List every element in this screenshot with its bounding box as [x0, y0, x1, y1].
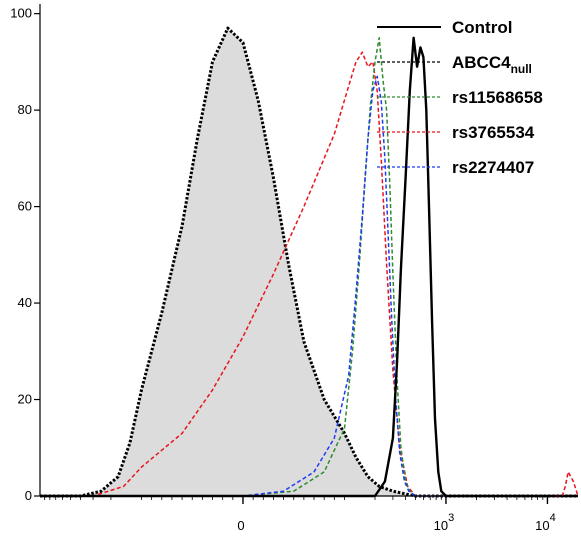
- series-line-rs2274407: [40, 75, 578, 497]
- x-tick-label-base: 10: [535, 518, 549, 533]
- legend-label: rs3765534: [452, 123, 535, 142]
- legend-label-text: Control: [452, 18, 512, 37]
- x-tick-label-exponent: 3: [448, 512, 454, 524]
- series-fill-abcc4null: [40, 28, 578, 496]
- y-tick-label: 20: [18, 392, 32, 407]
- legend-label: rs2274407: [452, 158, 534, 177]
- legend-item-control: Control: [377, 18, 512, 37]
- series-line-rs11568658: [40, 37, 578, 497]
- legend-label: rs11568658: [452, 88, 543, 107]
- x-tick-label-base: 10: [434, 518, 448, 533]
- legend-label-text: rs2274407: [452, 158, 534, 177]
- y-tick-label: 80: [18, 102, 32, 117]
- legend-item-rs3765534: rs3765534: [377, 123, 535, 142]
- legend-label-text: ABCC4: [452, 53, 511, 72]
- y-tick-label: 0: [25, 488, 32, 503]
- y-tick-label: 100: [10, 6, 32, 21]
- y-tick-label: 40: [18, 295, 32, 310]
- x-tick-label: 104: [535, 512, 556, 533]
- legend-label-text: rs3765534: [452, 123, 535, 142]
- x-tick-label-exponent: 4: [550, 512, 556, 524]
- x-tick-label: 0: [237, 518, 244, 533]
- legend-item-rs2274407: rs2274407: [377, 158, 534, 177]
- legend-label: Control: [452, 18, 512, 37]
- legend-label-subscript: null: [511, 62, 532, 76]
- plot-area: [40, 26, 579, 498]
- legend-item-abcc4null: ABCC4null: [377, 53, 532, 76]
- series-line-outlier: [555, 471, 579, 497]
- y-tick-label: 60: [18, 199, 32, 214]
- legend-item-rs11568658: rs11568658: [377, 88, 543, 107]
- legend-label-text: rs11568658: [452, 88, 543, 107]
- x-tick-label-base: 0: [237, 518, 244, 533]
- series-line-abcc4null: [40, 26, 578, 498]
- legend: Control ABCC4null rs11568658 rs3765534 rs227…: [377, 18, 543, 177]
- series-line-control: [40, 36, 578, 498]
- x-tick-label: 103: [434, 512, 455, 533]
- legend-label: ABCC4null: [452, 53, 532, 76]
